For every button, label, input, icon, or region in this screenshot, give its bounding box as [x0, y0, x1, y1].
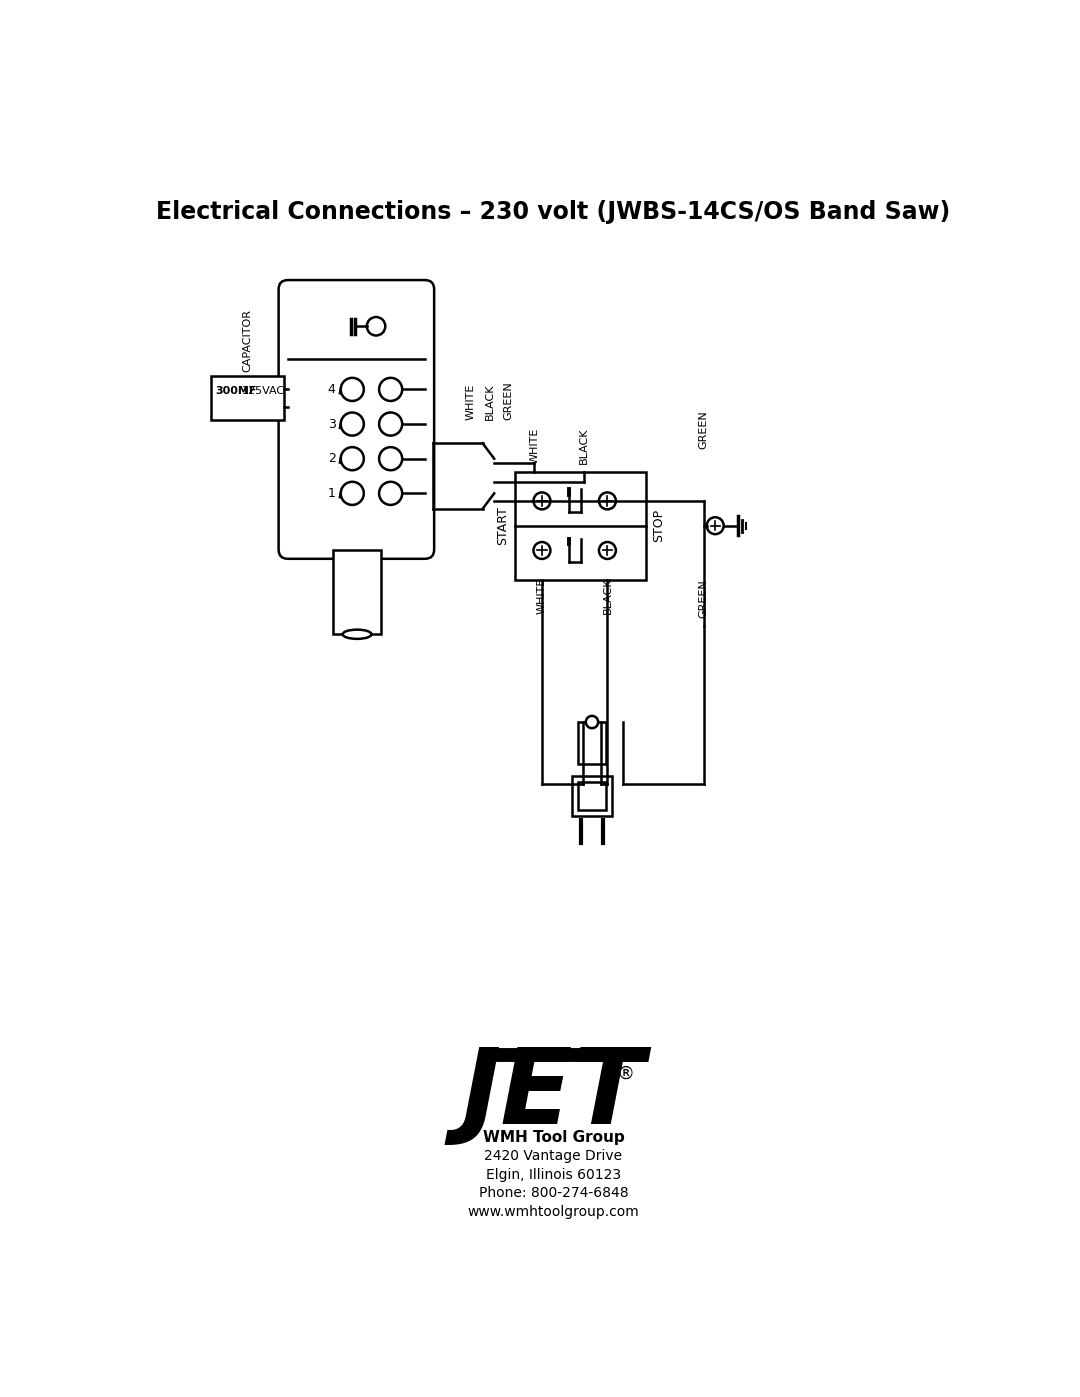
Text: BLACK: BLACK: [603, 578, 612, 615]
Text: WHITE: WHITE: [537, 578, 546, 615]
Circle shape: [379, 377, 402, 401]
Circle shape: [534, 542, 551, 559]
Text: WMH Tool Group: WMH Tool Group: [483, 1130, 624, 1146]
Circle shape: [379, 482, 402, 504]
Text: 3: 3: [327, 418, 336, 430]
Text: Phone: 800-274-6848: Phone: 800-274-6848: [478, 1186, 629, 1200]
Circle shape: [340, 412, 364, 436]
Text: 2: 2: [327, 453, 336, 465]
Circle shape: [340, 447, 364, 471]
Text: ®: ®: [617, 1065, 635, 1083]
Circle shape: [599, 492, 616, 510]
Circle shape: [585, 715, 598, 728]
Text: www.wmhtoolgroup.com: www.wmhtoolgroup.com: [468, 1204, 639, 1218]
Text: 125VAC: 125VAC: [242, 386, 285, 397]
Text: BLACK: BLACK: [485, 384, 496, 420]
Circle shape: [340, 377, 364, 401]
Text: GREEN: GREEN: [699, 580, 708, 617]
FancyBboxPatch shape: [279, 279, 434, 559]
Text: STOP: STOP: [652, 509, 665, 542]
Circle shape: [367, 317, 386, 335]
Bar: [578, 782, 606, 810]
Text: 1: 1: [327, 486, 336, 500]
Text: GREEN: GREEN: [503, 381, 513, 420]
Text: START: START: [496, 506, 509, 545]
Circle shape: [379, 447, 402, 471]
Text: JET: JET: [462, 1045, 645, 1147]
Text: 4: 4: [327, 383, 336, 395]
Text: 2420 Vantage Drive: 2420 Vantage Drive: [485, 1150, 622, 1164]
Text: Electrical Connections – 230 volt (JWBS-14CS/OS Band Saw): Electrical Connections – 230 volt (JWBS-…: [157, 200, 950, 225]
Bar: [515, 472, 646, 580]
Text: WHITE: WHITE: [529, 427, 539, 464]
Circle shape: [379, 412, 402, 436]
Circle shape: [534, 492, 551, 510]
Text: CAPACITOR: CAPACITOR: [242, 309, 253, 372]
Text: Elgin, Illinois 60123: Elgin, Illinois 60123: [486, 1168, 621, 1182]
Text: BLACK: BLACK: [579, 427, 590, 464]
Bar: [333, 549, 381, 634]
Circle shape: [706, 517, 724, 534]
Ellipse shape: [342, 630, 372, 638]
Text: WHITE: WHITE: [467, 384, 476, 420]
Circle shape: [340, 482, 364, 504]
Text: 300MF: 300MF: [216, 386, 257, 397]
Bar: [578, 722, 606, 764]
Text: GREEN: GREEN: [699, 409, 708, 448]
Circle shape: [599, 542, 616, 559]
Bar: [211, 376, 284, 420]
Bar: [572, 775, 612, 816]
